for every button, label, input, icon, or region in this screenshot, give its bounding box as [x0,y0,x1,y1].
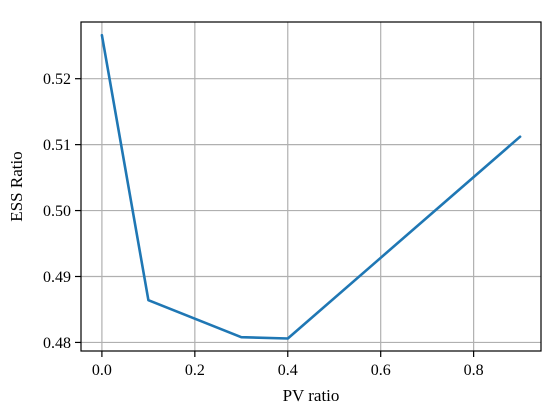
x-tick-label: 0.0 [92,362,112,379]
x-tick-label: 0.4 [278,362,298,379]
y-tick-label: 0.50 [43,203,71,220]
series-line [100,33,522,340]
y-tick-label: 0.49 [43,269,71,286]
y-tick-label: 0.48 [43,335,71,352]
y-tick-label: 0.51 [43,137,71,154]
x-axis-label: PV ratio [283,386,340,405]
y-tick-label: 0.52 [43,71,71,88]
axis-ticks: 0.0 0.2 0.4 0.6 0.8 0.48 0.49 0.50 0.51 0.52 [43,71,484,379]
x-tick-label: 0.2 [185,362,205,379]
series-layer [100,33,522,340]
y-axis-label: ESS Ratio [7,151,26,221]
x-tick-label: 0.6 [371,362,391,379]
grid [81,22,541,351]
plot-frame [80,21,542,352]
x-tick-label: 0.8 [464,362,484,379]
